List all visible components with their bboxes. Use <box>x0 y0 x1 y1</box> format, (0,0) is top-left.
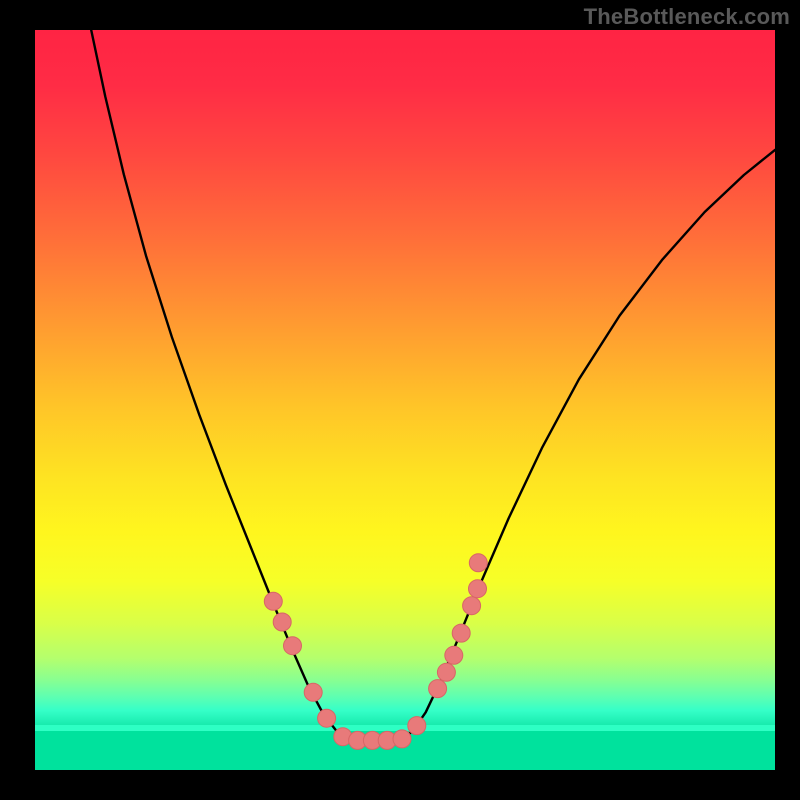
plot-area <box>35 30 775 770</box>
data-marker <box>273 613 291 631</box>
data-marker <box>469 554 487 572</box>
data-marker <box>318 709 336 727</box>
data-marker <box>284 637 302 655</box>
chart-svg <box>35 30 775 770</box>
data-marker <box>463 597 481 615</box>
data-marker <box>408 717 426 735</box>
watermark-text: TheBottleneck.com <box>584 4 790 30</box>
data-marker <box>264 592 282 610</box>
data-marker <box>304 683 322 701</box>
data-marker <box>393 730 411 748</box>
gradient-background <box>35 30 775 728</box>
data-marker <box>452 624 470 642</box>
data-marker <box>469 580 487 598</box>
data-marker <box>437 663 455 681</box>
data-marker <box>429 680 447 698</box>
data-marker <box>445 646 463 664</box>
figure-frame: TheBottleneck.com <box>0 0 800 800</box>
